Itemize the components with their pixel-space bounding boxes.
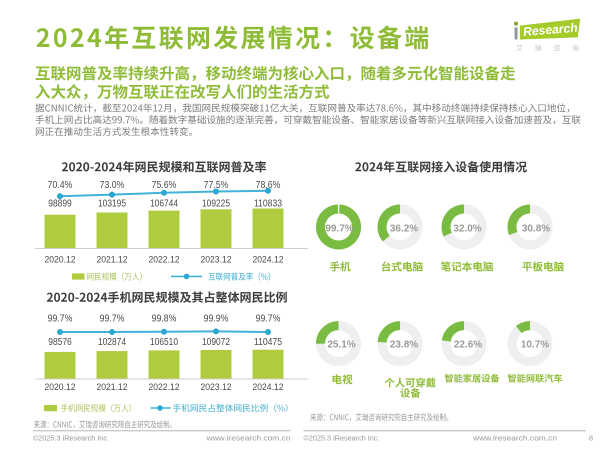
svg-text:98576: 98576: [48, 337, 72, 348]
svg-text:©2025.3 iResearch Inc.: ©2025.3 iResearch Inc.: [33, 433, 109, 442]
svg-text:www.iresearch.com.cn: www.iresearch.com.cn: [205, 433, 290, 442]
svg-text:75.6%: 75.6%: [152, 180, 177, 191]
svg-text:©2025.3 iResearch Inc.: ©2025.3 iResearch Inc.: [304, 433, 380, 442]
svg-text:77.5%: 77.5%: [204, 180, 229, 191]
svg-text:2021.12: 2021.12: [97, 382, 128, 393]
svg-text:109225: 109225: [202, 199, 230, 210]
svg-text:70.4%: 70.4%: [48, 180, 73, 191]
svg-text:10.7%: 10.7%: [521, 340, 549, 351]
svg-text:99.7%: 99.7%: [256, 314, 281, 325]
svg-text:Research: Research: [523, 21, 579, 39]
svg-text:36.2%: 36.2%: [390, 224, 418, 235]
svg-text:www.iresearch.com.cn: www.iresearch.com.cn: [472, 433, 557, 442]
svg-text:99.7%: 99.7%: [325, 224, 353, 235]
svg-text:106744: 106744: [150, 199, 178, 210]
svg-text:2023.12: 2023.12: [201, 255, 232, 266]
svg-text:110833: 110833: [254, 199, 282, 210]
svg-text:109072: 109072: [202, 337, 230, 348]
svg-text:2020.12: 2020.12: [45, 382, 76, 393]
svg-text:98899: 98899: [48, 199, 72, 210]
svg-text:2024.12: 2024.12: [253, 382, 284, 393]
svg-text:32.0%: 32.0%: [453, 224, 481, 235]
svg-text:2020.12: 2020.12: [45, 255, 76, 266]
svg-text:2024.12: 2024.12: [253, 255, 284, 266]
svg-text:99.7%: 99.7%: [48, 314, 73, 325]
svg-text:2021.12: 2021.12: [97, 255, 128, 266]
svg-text:99.8%: 99.8%: [152, 314, 177, 325]
svg-text:78.6%: 78.6%: [256, 180, 281, 191]
svg-text:25.1%: 25.1%: [327, 340, 355, 351]
svg-text:99.7%: 99.7%: [100, 314, 125, 325]
svg-text:8: 8: [589, 434, 593, 443]
svg-text:103195: 103195: [98, 199, 126, 210]
svg-text:22.6%: 22.6%: [454, 340, 482, 351]
svg-text:99.9%: 99.9%: [204, 314, 229, 325]
svg-text:30.8%: 30.8%: [522, 224, 550, 235]
svg-text:106510: 106510: [150, 337, 178, 348]
svg-text:2023.12: 2023.12: [201, 382, 232, 393]
svg-text:102874: 102874: [98, 337, 126, 348]
svg-text:73.0%: 73.0%: [100, 180, 125, 191]
svg-text:110475: 110475: [254, 337, 282, 348]
svg-text:2022.12: 2022.12: [149, 382, 180, 393]
svg-text:23.8%: 23.8%: [390, 340, 418, 351]
svg-text:2022.12: 2022.12: [149, 255, 180, 266]
